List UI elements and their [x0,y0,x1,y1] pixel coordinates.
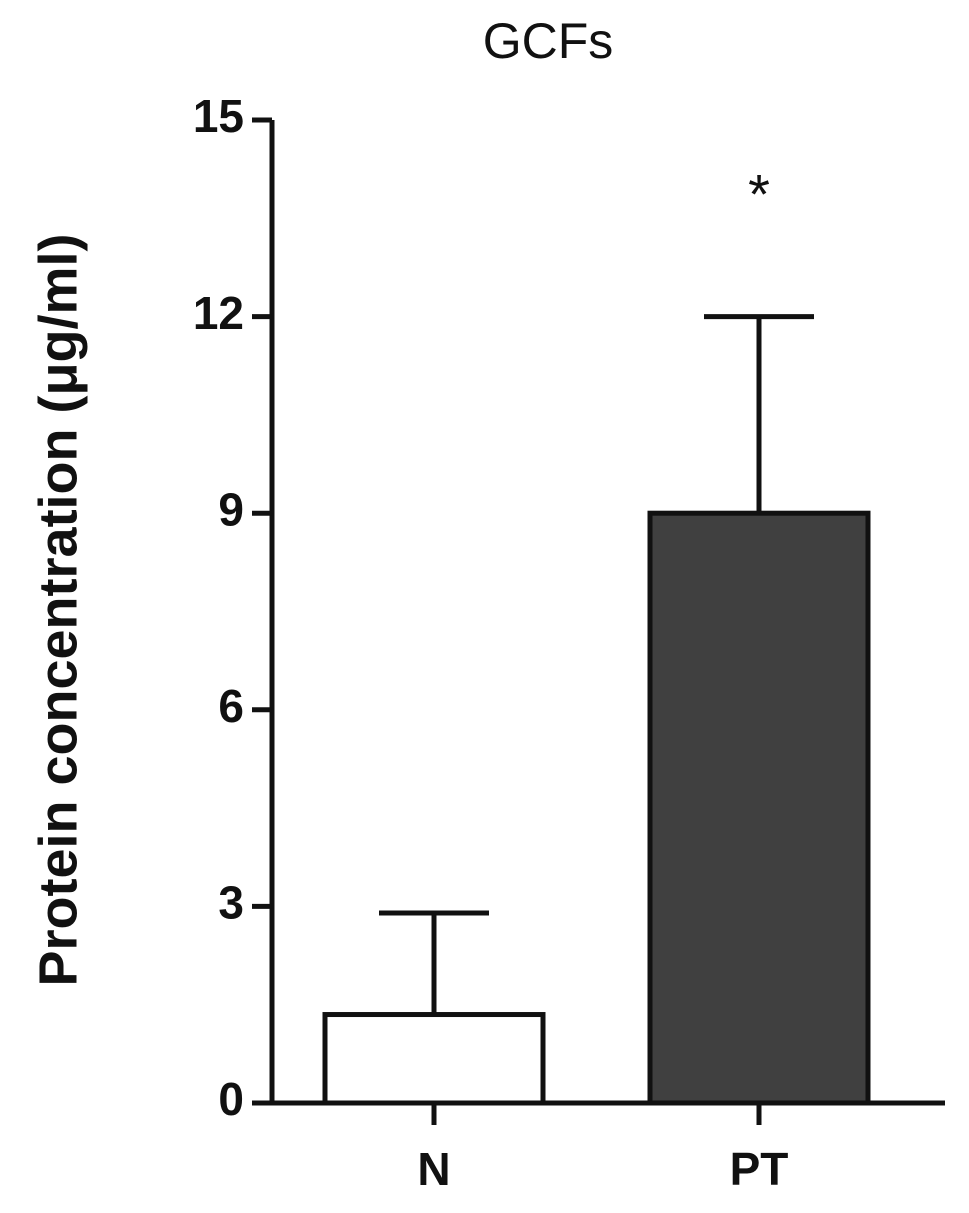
y-tick-label: 3 [218,877,244,929]
y-tick-label: 0 [218,1073,244,1125]
y-tick-label: 12 [193,287,244,339]
x-tick-label: N [417,1143,450,1195]
bar [322,1012,546,1106]
bar [647,510,871,1106]
y-tick-label: 6 [218,680,244,732]
significance-annotation: * [748,162,770,225]
y-tick-label: 9 [218,483,244,535]
y-tick-label: 15 [193,90,244,142]
y-axis-label: Protein concentration (μg/ml) [28,233,88,986]
chart-title: GCFs [483,13,614,69]
x-tick-label: PT [730,1143,789,1195]
